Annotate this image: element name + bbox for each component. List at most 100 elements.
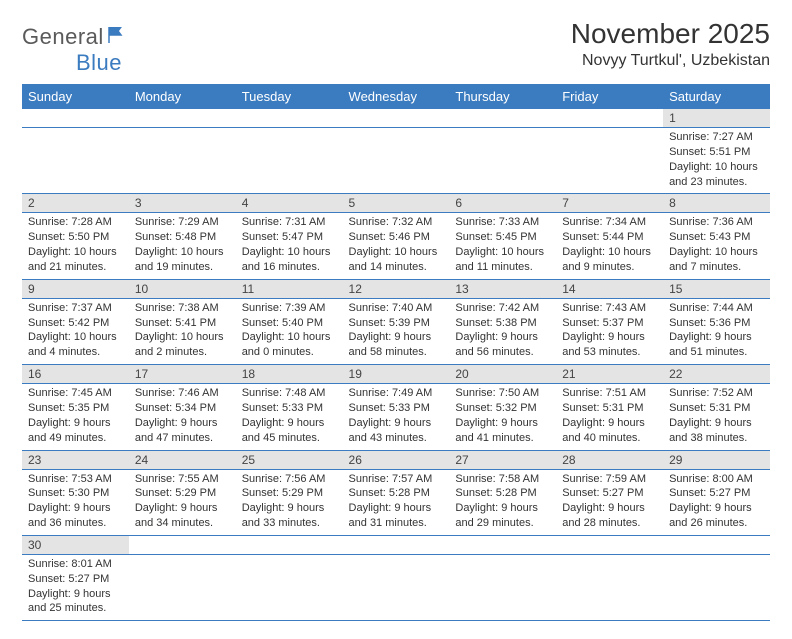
day-number-cell xyxy=(236,535,343,554)
daylight-line2: and 16 minutes. xyxy=(242,260,337,275)
day-data-cell: Sunrise: 7:48 AMSunset: 5:33 PMDaylight:… xyxy=(236,384,343,450)
sunrise-line: Sunrise: 7:33 AM xyxy=(455,215,550,230)
day-data-cell: Sunrise: 7:43 AMSunset: 5:37 PMDaylight:… xyxy=(556,298,663,364)
daylight-line: Daylight: 10 hours xyxy=(669,245,764,260)
daylight-line2: and 31 minutes. xyxy=(349,516,444,531)
daylight-line2: and 2 minutes. xyxy=(135,345,230,360)
day-number-cell: 24 xyxy=(129,450,236,469)
daylight-line2: and 25 minutes. xyxy=(28,601,123,616)
daylight-line: Daylight: 10 hours xyxy=(28,245,123,260)
sunset-line: Sunset: 5:41 PM xyxy=(135,316,230,331)
calendar-table: Sunday Monday Tuesday Wednesday Thursday… xyxy=(22,84,770,621)
daylight-line: Daylight: 9 hours xyxy=(242,501,337,516)
sunrise-line: Sunrise: 7:49 AM xyxy=(349,386,444,401)
sunset-line: Sunset: 5:31 PM xyxy=(562,401,657,416)
daylight-line2: and 58 minutes. xyxy=(349,345,444,360)
day-number-cell: 12 xyxy=(343,279,450,298)
sunrise-line: Sunrise: 8:00 AM xyxy=(669,472,764,487)
day-data-cell xyxy=(556,554,663,620)
daylight-line: Daylight: 9 hours xyxy=(28,587,123,602)
sunset-line: Sunset: 5:36 PM xyxy=(669,316,764,331)
page-title: November 2025 xyxy=(571,18,770,50)
day-number-cell: 14 xyxy=(556,279,663,298)
sunset-line: Sunset: 5:28 PM xyxy=(455,486,550,501)
day-number-cell xyxy=(343,109,450,128)
daylight-line2: and 4 minutes. xyxy=(28,345,123,360)
day-number-cell: 2 xyxy=(22,194,129,213)
sunrise-line: Sunrise: 7:51 AM xyxy=(562,386,657,401)
sunrise-line: Sunrise: 7:44 AM xyxy=(669,301,764,316)
day-number-row: 2345678 xyxy=(22,194,770,213)
day-data-cell xyxy=(663,554,770,620)
daylight-line2: and 40 minutes. xyxy=(562,431,657,446)
daylight-line: Daylight: 10 hours xyxy=(28,330,123,345)
day-number-cell xyxy=(663,535,770,554)
day-data-row: Sunrise: 7:45 AMSunset: 5:35 PMDaylight:… xyxy=(22,384,770,450)
daylight-line: Daylight: 9 hours xyxy=(135,416,230,431)
day-number-cell: 13 xyxy=(449,279,556,298)
sunset-line: Sunset: 5:27 PM xyxy=(28,572,123,587)
daylight-line: Daylight: 9 hours xyxy=(562,501,657,516)
daylight-line: Daylight: 10 hours xyxy=(349,245,444,260)
day-data-cell: Sunrise: 7:33 AMSunset: 5:45 PMDaylight:… xyxy=(449,213,556,279)
day-data-cell xyxy=(236,128,343,194)
day-data-row: Sunrise: 7:37 AMSunset: 5:42 PMDaylight:… xyxy=(22,298,770,364)
day-data-cell: Sunrise: 7:52 AMSunset: 5:31 PMDaylight:… xyxy=(663,384,770,450)
sunset-line: Sunset: 5:40 PM xyxy=(242,316,337,331)
day-data-cell: Sunrise: 7:59 AMSunset: 5:27 PMDaylight:… xyxy=(556,469,663,535)
sunset-line: Sunset: 5:32 PM xyxy=(455,401,550,416)
day-data-cell xyxy=(22,128,129,194)
sunset-line: Sunset: 5:38 PM xyxy=(455,316,550,331)
sunrise-line: Sunrise: 8:01 AM xyxy=(28,557,123,572)
sunset-line: Sunset: 5:46 PM xyxy=(349,230,444,245)
day-number-cell: 20 xyxy=(449,365,556,384)
daylight-line: Daylight: 9 hours xyxy=(669,501,764,516)
daylight-line2: and 56 minutes. xyxy=(455,345,550,360)
day-number-cell: 8 xyxy=(663,194,770,213)
daylight-line: Daylight: 10 hours xyxy=(455,245,550,260)
day-number-cell: 3 xyxy=(129,194,236,213)
sunrise-line: Sunrise: 7:40 AM xyxy=(349,301,444,316)
day-number-row: 9101112131415 xyxy=(22,279,770,298)
day-number-cell: 16 xyxy=(22,365,129,384)
daylight-line: Daylight: 9 hours xyxy=(455,330,550,345)
daylight-line: Daylight: 10 hours xyxy=(669,160,764,175)
sunrise-line: Sunrise: 7:27 AM xyxy=(669,130,764,145)
sunset-line: Sunset: 5:45 PM xyxy=(455,230,550,245)
day-number-cell: 19 xyxy=(343,365,450,384)
daylight-line2: and 41 minutes. xyxy=(455,431,550,446)
day-data-cell: Sunrise: 7:36 AMSunset: 5:43 PMDaylight:… xyxy=(663,213,770,279)
day-number-cell xyxy=(556,535,663,554)
day-data-cell: Sunrise: 7:42 AMSunset: 5:38 PMDaylight:… xyxy=(449,298,556,364)
sunrise-line: Sunrise: 7:38 AM xyxy=(135,301,230,316)
daylight-line2: and 29 minutes. xyxy=(455,516,550,531)
daylight-line: Daylight: 10 hours xyxy=(135,330,230,345)
day-data-cell xyxy=(343,128,450,194)
daylight-line: Daylight: 9 hours xyxy=(455,501,550,516)
daylight-line: Daylight: 9 hours xyxy=(562,330,657,345)
daylight-line: Daylight: 10 hours xyxy=(242,245,337,260)
sunset-line: Sunset: 5:48 PM xyxy=(135,230,230,245)
day-number-cell: 6 xyxy=(449,194,556,213)
sunrise-line: Sunrise: 7:32 AM xyxy=(349,215,444,230)
day-data-cell: Sunrise: 7:29 AMSunset: 5:48 PMDaylight:… xyxy=(129,213,236,279)
daylight-line: Daylight: 9 hours xyxy=(669,416,764,431)
day-data-cell: Sunrise: 7:44 AMSunset: 5:36 PMDaylight:… xyxy=(663,298,770,364)
daylight-line2: and 33 minutes. xyxy=(242,516,337,531)
day-data-row: Sunrise: 7:27 AMSunset: 5:51 PMDaylight:… xyxy=(22,128,770,194)
daylight-line: Daylight: 9 hours xyxy=(242,416,337,431)
sunrise-line: Sunrise: 7:28 AM xyxy=(28,215,123,230)
sunrise-line: Sunrise: 7:37 AM xyxy=(28,301,123,316)
day-number-cell: 10 xyxy=(129,279,236,298)
day-number-row: 30 xyxy=(22,535,770,554)
day-number-row: 23242526272829 xyxy=(22,450,770,469)
daylight-line: Daylight: 10 hours xyxy=(135,245,230,260)
day-data-cell: Sunrise: 7:27 AMSunset: 5:51 PMDaylight:… xyxy=(663,128,770,194)
day-data-row: Sunrise: 7:28 AMSunset: 5:50 PMDaylight:… xyxy=(22,213,770,279)
flag-icon xyxy=(108,27,128,48)
sunset-line: Sunset: 5:42 PM xyxy=(28,316,123,331)
daylight-line2: and 38 minutes. xyxy=(669,431,764,446)
sunrise-line: Sunrise: 7:42 AM xyxy=(455,301,550,316)
sunset-line: Sunset: 5:29 PM xyxy=(135,486,230,501)
daylight-line: Daylight: 9 hours xyxy=(28,501,123,516)
